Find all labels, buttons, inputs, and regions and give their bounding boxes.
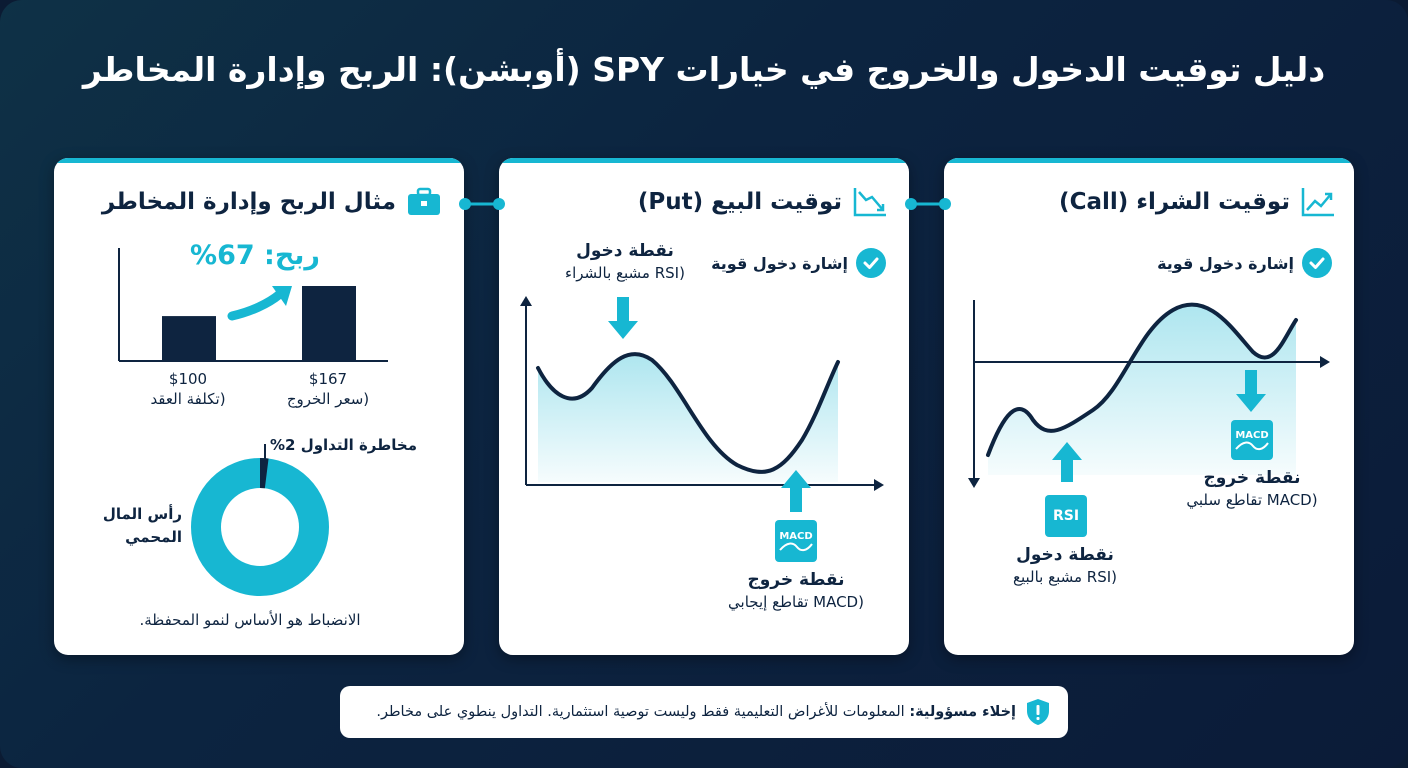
capital-donut-chart <box>191 458 329 596</box>
growth-arrow-icon <box>227 289 285 321</box>
entry-arrow-down-icon <box>608 297 638 339</box>
put-exit-label: نقطة خروج (MACD تقاطع إيجابي <box>706 570 886 611</box>
bar-category: $167 <box>308 370 348 388</box>
put-panel-header: توقيت البيع (Put) <box>638 182 888 222</box>
bar-category-note: (سعر الخروج <box>286 390 370 408</box>
put-signal: إشارة دخول قوية <box>711 248 886 278</box>
protected-capital-label: رأس المال المحمي <box>102 505 182 546</box>
bar-exit-price <box>302 286 356 361</box>
bar-label-exit: $167 (سعر الخروج <box>268 370 388 408</box>
disclaimer-label: إخلاء مسؤولية: <box>909 704 1016 720</box>
macd-badge: MACD <box>775 520 817 562</box>
put-entry-sub: (RSI مشبع بالشراء <box>565 264 685 282</box>
panel-connector <box>905 198 951 210</box>
entry-arrow-up-icon <box>1052 442 1082 482</box>
call-exit-sub: (MACD تقاطع سلبي <box>1186 491 1318 509</box>
put-entry-title: نقطة دخول <box>576 241 674 261</box>
risk-label: مخاطرة التداول 2% <box>270 436 417 454</box>
put-panel-title: توقيت البيع (Put) <box>637 189 842 215</box>
disclaimer-text: إخلاء مسؤولية: المعلومات للأغراض التعليم… <box>376 704 1016 720</box>
bar-contract-cost <box>162 316 216 361</box>
macd-badge: MACD <box>1231 420 1273 460</box>
macd-badge-label: MACD <box>1235 429 1269 441</box>
panel-connector <box>459 198 505 210</box>
macd-wave-icon <box>1235 441 1269 450</box>
macd-wave-icon <box>779 542 813 551</box>
put-macd-badge-label: MACD <box>779 530 813 542</box>
briefcase-icon <box>408 187 440 215</box>
call-entry-label: نقطة دخول (RSI مشبع بالبيع <box>990 545 1140 586</box>
trend-down-icon <box>853 188 886 217</box>
profit-bar-chart <box>118 248 388 362</box>
risk-panel-header: مثال الربح وإدارة المخاطر <box>102 182 442 222</box>
put-exit-title: نقطة خروج <box>747 570 845 590</box>
shield-alert-icon <box>1027 699 1049 725</box>
put-entry-label: نقطة دخول (RSI مشبع بالشراء <box>545 241 705 282</box>
rsi-badge: RSI <box>1045 495 1087 537</box>
check-circle-icon <box>856 248 886 278</box>
disclaimer-bar: إخلاء مسؤولية: المعلومات للأغراض التعليم… <box>340 686 1068 738</box>
call-panel-title: توقيت الشراء (Call) <box>1059 189 1290 215</box>
risk-footer: الانضباط هو الأساس لنمو المحفظة. <box>139 611 361 629</box>
exit-arrow-down-icon <box>1236 370 1266 412</box>
profit-label: ربح: 67% <box>190 240 320 271</box>
call-signal: إشارة دخول قوية <box>1157 248 1332 278</box>
put-price-area <box>538 354 838 482</box>
put-price-line <box>536 352 840 474</box>
call-exit-title: نقطة خروج <box>1203 468 1301 488</box>
risk-leader-line <box>264 444 276 472</box>
donut-protected-slice <box>191 458 329 596</box>
bar-category-note: (تكلفة العقد <box>150 390 226 408</box>
call-exit-label: نقطة خروج (MACD تقاطع سلبي <box>1170 468 1334 509</box>
exit-arrow-up-icon <box>781 470 811 512</box>
risk-panel-title: مثال الربح وإدارة المخاطر <box>101 189 396 215</box>
call-signal-label: إشارة دخول قوية <box>1157 253 1294 273</box>
main-title: دليل توقيت الدخول والخروج في خيارات SPY … <box>82 50 1326 89</box>
call-panel-header: توقيت الشراء (Call) <box>1059 182 1336 222</box>
put-exit-sub: (MACD تقاطع إيجابي <box>728 593 864 611</box>
disclaimer-body: المعلومات للأغراض التعليمية فقط وليست تو… <box>376 704 905 720</box>
trend-up-icon <box>1301 188 1334 217</box>
bar-category: $100 <box>168 370 208 388</box>
check-circle-icon <box>1302 248 1332 278</box>
call-price-area <box>988 304 1296 475</box>
call-entry-title: نقطة دخول <box>1016 545 1114 565</box>
put-signal-label: إشارة دخول قوية <box>711 253 848 273</box>
donut-risk-slice <box>191 458 329 596</box>
put-chart <box>520 296 884 491</box>
call-chart <box>968 300 1330 488</box>
call-price-line <box>986 302 1298 457</box>
bar-label-contract: $100 (تكلفة العقد <box>128 370 248 408</box>
call-entry-sub: (RSI مشبع بالبيع <box>1012 568 1118 586</box>
